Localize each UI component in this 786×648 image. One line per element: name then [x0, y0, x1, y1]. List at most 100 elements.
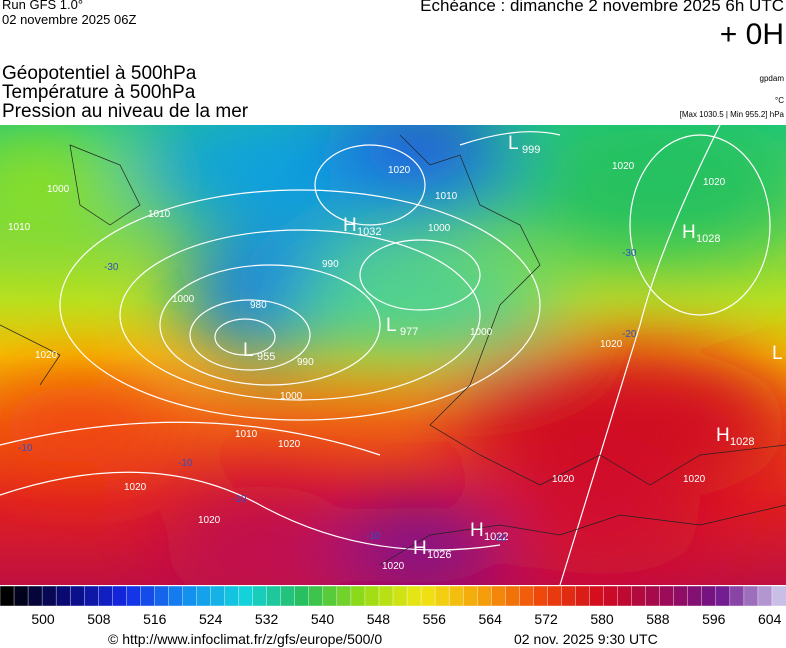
colorbar-swatch — [659, 585, 675, 607]
colorbar-swatch — [55, 585, 71, 607]
center-type: L — [243, 340, 254, 361]
center-type: H — [413, 538, 427, 559]
temp-label: -20 — [622, 329, 637, 340]
footer-date: 02 nov. 2025 9:30 UTC — [514, 631, 658, 647]
colorbar-swatch — [364, 585, 380, 607]
colorbar-swatch — [69, 585, 85, 607]
colorbar-swatch — [392, 585, 408, 607]
colorbar-swatch — [266, 585, 282, 607]
colorbar-swatch — [196, 585, 212, 607]
colorbar-label: 564 — [479, 611, 503, 627]
colorbar-swatch — [294, 585, 310, 607]
colorbar-swatch — [210, 585, 226, 607]
center-type: L — [386, 315, 397, 336]
colorbar-swatch — [645, 585, 661, 607]
isobar-label: 1020 — [278, 439, 301, 450]
colorbar-swatch — [771, 585, 786, 607]
colorbar-swatch — [434, 585, 450, 607]
center-type: H — [682, 222, 696, 243]
colorbar-swatch — [140, 585, 156, 607]
colorbar-label: 596 — [702, 611, 726, 627]
colorbar-swatch — [757, 585, 773, 607]
colorbar-swatch — [701, 585, 717, 607]
center-type: H — [343, 215, 357, 236]
colorbar-swatch — [617, 585, 633, 607]
colorbar-swatch — [224, 585, 240, 607]
colorbar-label: 572 — [534, 611, 558, 627]
isobar-label: 1010 — [235, 429, 258, 440]
colorbar-swatch — [182, 585, 198, 607]
unit: gpdam — [759, 74, 784, 83]
colorbar-swatch — [687, 585, 703, 607]
colorbar-label: 540 — [311, 611, 335, 627]
colorbar-label: 516 — [143, 611, 167, 627]
isobar-label: 1020 — [703, 177, 726, 188]
center-value: 1032 — [357, 226, 381, 238]
isobar-label: 1020 — [683, 474, 706, 485]
colorbar-swatch — [41, 585, 57, 607]
temp-label: -10 — [492, 533, 507, 544]
colorbar-swatch — [322, 585, 338, 607]
center-value: 1028 — [730, 436, 754, 448]
isobar-label: 990 — [322, 259, 339, 270]
temp-label: -10 — [18, 443, 33, 454]
colorbar-swatch — [491, 585, 506, 607]
colorbar-swatch — [252, 585, 268, 607]
colorbar-swatch — [112, 585, 128, 607]
isobar-label: 1000 — [470, 327, 493, 338]
isobar-label: 1000 — [428, 223, 451, 234]
isobar-label: 1020 — [35, 350, 58, 361]
colorbar-swatch — [154, 585, 170, 607]
center-type: H — [470, 520, 484, 541]
isobar-label: 1000 — [47, 184, 70, 195]
isobar-label: 1020 — [382, 561, 405, 572]
center-type: L — [508, 133, 519, 154]
colorbar-swatch — [561, 585, 577, 607]
colorbar-swatch — [547, 585, 563, 607]
isobar-label: 1020 — [198, 515, 221, 526]
isobar-label: 1000 — [172, 294, 195, 305]
colorbar-swatch — [448, 585, 464, 607]
colorbar-swatch — [729, 585, 745, 607]
echeance: Echéance : dimanche 2 novembre 2025 6h U… — [420, 0, 784, 15]
layer: Température à 500hPa — [2, 82, 196, 103]
isobar-label: 1020 — [388, 165, 411, 176]
colorbar-swatch — [378, 585, 394, 607]
temp-label: -10 — [366, 531, 381, 542]
colorbar-swatch — [280, 585, 296, 607]
colorbar-label: 580 — [590, 611, 614, 627]
run: Run GFS 1.0° — [2, 0, 84, 12]
colorbar-swatch — [673, 585, 689, 607]
center-value: 955 — [257, 351, 275, 363]
colorbar-label: 508 — [87, 611, 111, 627]
colorbar-swatch — [420, 585, 436, 607]
temp-label: -10 — [178, 458, 193, 469]
colorbar-swatch — [406, 585, 422, 607]
colorbar-swatch — [519, 585, 535, 607]
layer: Géopotentiel à 500hPa — [2, 63, 197, 84]
colorbar-label: 604 — [758, 611, 782, 627]
center-value: 999 — [522, 144, 540, 156]
isobar-label: 1020 — [552, 474, 575, 485]
coastlines — [0, 134, 786, 566]
isobar-label: 1020 — [600, 339, 623, 350]
colorbar-label: 548 — [367, 611, 391, 627]
isobar-label: 990 — [297, 357, 314, 368]
colorbar-swatch — [603, 585, 619, 607]
colorbar-swatch — [98, 585, 113, 607]
colorbar-swatch — [589, 585, 605, 607]
colorbar-swatch — [13, 585, 29, 607]
colorbar-swatch — [308, 585, 324, 607]
isobars — [0, 125, 771, 585]
colorbar-swatch — [336, 585, 352, 607]
offset: + 0H — [719, 18, 784, 51]
colorbar-swatch — [477, 585, 492, 607]
colorbar-swatch — [533, 585, 549, 607]
center-value: 1028 — [696, 233, 720, 245]
colorbar-swatch — [462, 585, 478, 607]
temp-label: -30 — [622, 248, 637, 259]
temp-label: -30 — [104, 262, 119, 273]
unit: [Max 1030.5 | Min 955.2] hPa — [679, 110, 784, 119]
temperature-field — [0, 125, 786, 585]
